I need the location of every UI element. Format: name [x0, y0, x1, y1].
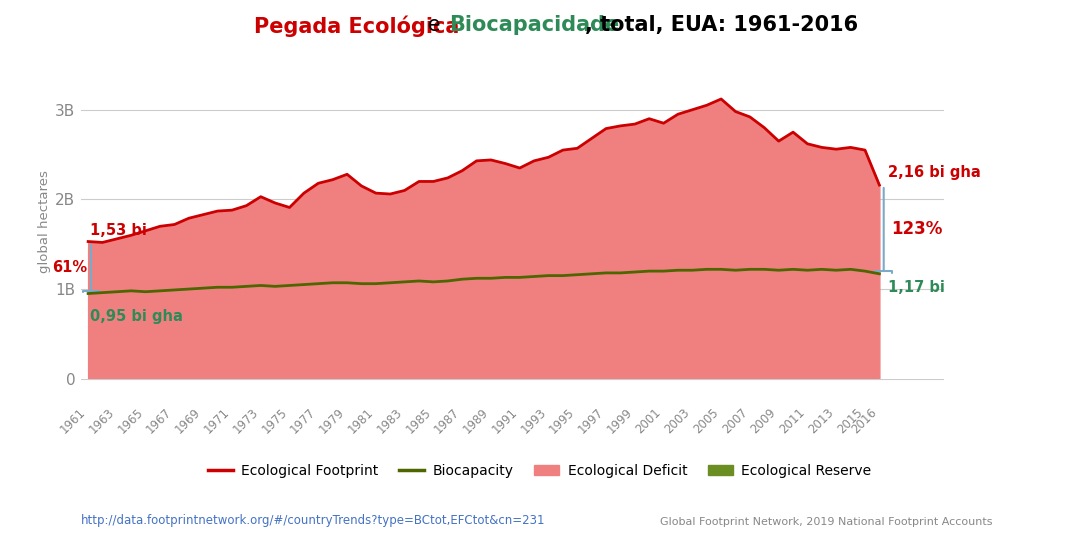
Y-axis label: global hectares: global hectares [38, 170, 51, 273]
Text: 1,17 bi: 1,17 bi [888, 280, 945, 295]
Text: Global Footprint Network, 2019 National Footprint Accounts: Global Footprint Network, 2019 National … [660, 518, 993, 527]
Text: Pegada Ecológica: Pegada Ecológica [255, 15, 460, 37]
Text: 1,53 bi: 1,53 bi [90, 223, 147, 238]
Text: http://data.footprintnetwork.org/#/countryTrends?type=BCtot,EFCtot&cn=231: http://data.footprintnetwork.org/#/count… [81, 514, 545, 527]
Text: e: e [421, 15, 448, 35]
Text: 123%: 123% [891, 220, 942, 239]
Text: Biocapacidade: Biocapacidade [450, 15, 619, 35]
Text: , total, EUA: 1961-2016: , total, EUA: 1961-2016 [585, 15, 858, 35]
Text: 2,16 bi gha: 2,16 bi gha [888, 164, 981, 180]
Text: 0,95 bi gha: 0,95 bi gha [90, 309, 182, 324]
Text: 61%: 61% [52, 260, 87, 275]
Legend: Ecological Footprint, Biocapacity, Ecological Deficit, Ecological Reserve: Ecological Footprint, Biocapacity, Ecolo… [202, 458, 877, 483]
